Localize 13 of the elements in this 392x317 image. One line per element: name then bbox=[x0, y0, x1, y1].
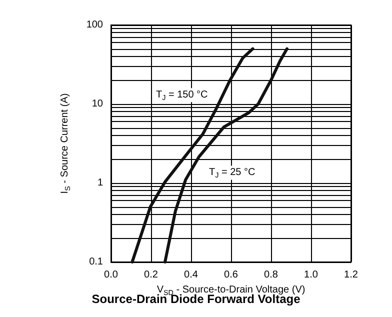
x-tick-label: 0.0 bbox=[104, 270, 118, 280]
y-tick-label: 100 bbox=[86, 20, 104, 30]
x-tick-label: 0.2 bbox=[144, 270, 158, 280]
x-tick-label: 1.2 bbox=[344, 270, 358, 280]
y-tick-label: 1 bbox=[97, 178, 104, 188]
y-tick-label: 0.1 bbox=[89, 256, 104, 268]
x-tick-label: 0.6 bbox=[224, 270, 238, 280]
x-tick-label: 1.0 bbox=[304, 270, 318, 280]
x-tick-label: 0.8 bbox=[264, 270, 278, 280]
x-tick-label: 0.4 bbox=[184, 270, 198, 280]
line-series bbox=[164, 47, 288, 264]
line-series bbox=[130, 47, 254, 264]
y-tick-label: 10 bbox=[92, 98, 104, 110]
